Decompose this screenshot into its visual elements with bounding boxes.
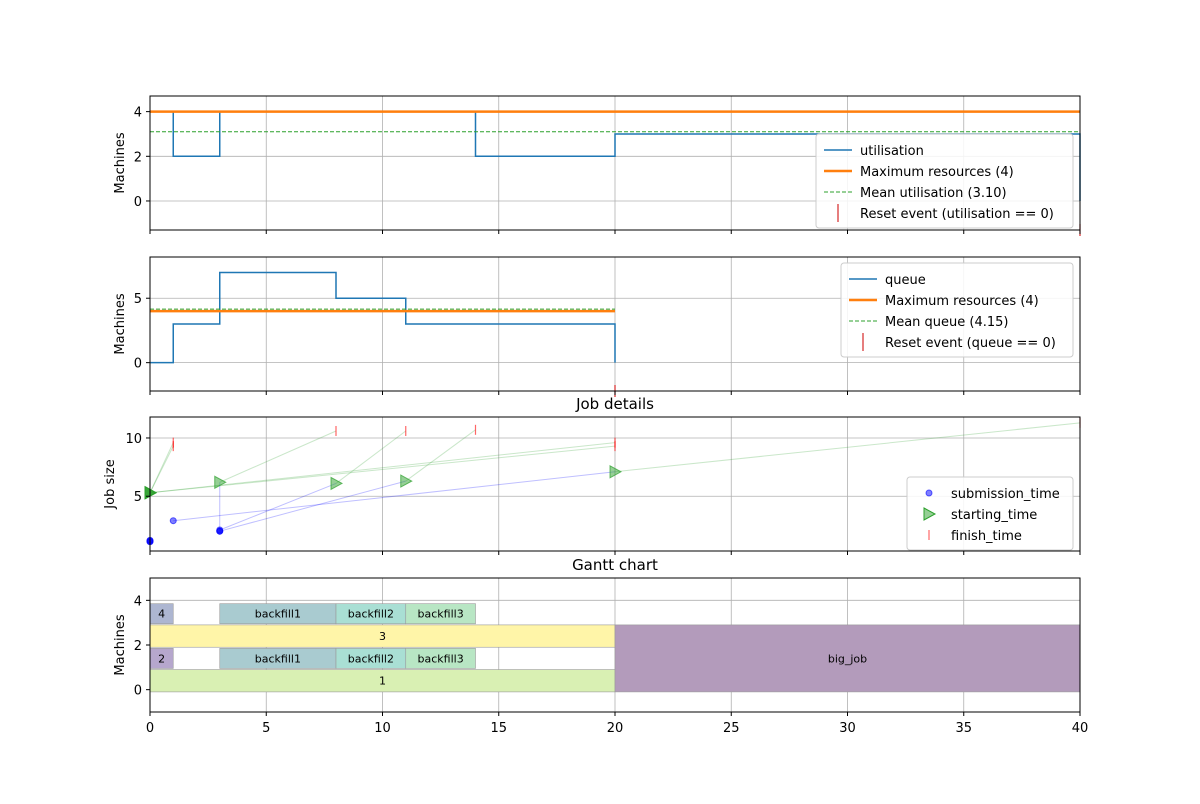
y-axis-label: Job size: [103, 459, 118, 509]
series-line-queue: [150, 271, 616, 364]
gantt-bar-label: 2: [158, 652, 165, 665]
starting-point: [609, 464, 623, 479]
submission-point: [216, 527, 224, 535]
x-tick-label: 10: [374, 721, 391, 736]
legend-entry: finish_time: [928, 529, 1022, 544]
x-tick-label: 35: [955, 721, 972, 736]
y-axis-label: Machines: [113, 293, 128, 354]
gantt-bar-label: 1: [379, 675, 386, 688]
run-connector: [149, 445, 174, 493]
legend-entry: Mean queue (4.15): [849, 315, 1009, 330]
y-tick-label: 4: [134, 594, 142, 609]
legend-box: [906, 476, 1074, 551]
x-tick-label: 30: [839, 721, 856, 736]
y-tick-label: 5: [134, 292, 142, 307]
legend-entry: starting_time: [923, 507, 1037, 523]
gantt-bar-label: 3: [379, 630, 386, 643]
y-tick-label: 2: [134, 150, 142, 165]
y-tick-label: 0: [134, 195, 142, 210]
x-tick-label: 5: [262, 721, 270, 736]
legend-entry: Reset event (queue == 0): [862, 333, 1056, 351]
legend-entry: Mean utilisation (3.10): [824, 186, 1007, 201]
legend-entry: Reset event (utilisation == 0): [837, 204, 1054, 222]
y-tick-label: 4: [134, 106, 142, 121]
gantt-bar-label: backfill1: [255, 652, 301, 665]
legend-entry: queue: [849, 273, 926, 288]
starting-point: [400, 474, 413, 488]
axes-panel-2: 0 5 Machines queue Maximum resources (4) Mean…: [113, 256, 1081, 397]
submission-point: [169, 517, 177, 525]
starting-point: [330, 476, 344, 491]
legend-label: utilisation: [860, 144, 924, 159]
run-connector: [405, 429, 476, 482]
gantt-bar-label: backfill3: [418, 652, 464, 665]
gantt-bar-label: big_job: [828, 652, 867, 665]
wait-connector: [173, 471, 616, 522]
y-tick-label: 2: [134, 639, 142, 654]
y-tick-label: 5: [134, 490, 142, 505]
legend-label: starting_time: [951, 508, 1037, 523]
legend-label: submission_time: [951, 487, 1060, 502]
y-axis-label: Machines: [113, 132, 128, 193]
x-tick-label: 15: [490, 721, 507, 736]
y-axis-label: Machines: [113, 614, 128, 675]
legend-entry: Maximum resources (4): [824, 165, 1014, 180]
gantt-bar-label: backfill2: [348, 608, 394, 621]
run-connector: [149, 442, 174, 493]
y-tick-label: 10: [125, 432, 142, 447]
wait-connector: [219, 482, 337, 531]
legend-label: Maximum resources (4): [860, 165, 1014, 180]
x-tick-label: 25: [723, 721, 740, 736]
legend-box: [840, 262, 1074, 358]
axes-panel-4: 1 2 backfill1 backfill2 backfill3 3 4 backfill1…: [113, 556, 1088, 736]
legend-label: Mean utilisation (3.10): [860, 186, 1007, 201]
legend-label: Reset event (queue == 0): [885, 336, 1056, 351]
run-connector: [614, 422, 1081, 473]
run-connector: [149, 442, 616, 494]
panel-title: Gantt chart: [572, 556, 658, 574]
gantt-bar-backfill3: [405, 648, 476, 669]
legend-entry: submission_time: [925, 487, 1060, 502]
gantt-bar-backfill3: [405, 603, 476, 625]
x-tick-label: 40: [1072, 721, 1089, 736]
wait-connector: [219, 480, 406, 532]
gantt-bar-label: backfill1: [255, 608, 301, 621]
gantt-bar-label: backfill3: [418, 608, 464, 621]
x-tick-label: 20: [607, 721, 624, 736]
y-tick-label: 0: [134, 357, 142, 372]
legend-label: Maximum resources (4): [885, 294, 1039, 309]
run-connector: [219, 430, 337, 483]
x-tick-label: 0: [146, 721, 154, 736]
legend-label: finish_time: [951, 529, 1022, 544]
legend-entry: utilisation: [824, 144, 924, 159]
legend-label: Mean queue (4.15): [885, 315, 1009, 330]
y-tick-label: 0: [134, 684, 142, 699]
starting-point: [214, 475, 227, 490]
panel-title: Job details: [575, 395, 654, 413]
legend-marker-starting: [923, 507, 937, 521]
legend-label: Reset event (utilisation == 0): [860, 207, 1054, 222]
run-connector: [149, 445, 616, 494]
legend-label: queue: [885, 273, 926, 288]
axes-panel-3: 5 10 Job size Job details submission_timesta…: [103, 395, 1081, 555]
gantt-bar-label: backfill2: [348, 652, 394, 665]
legend-entry: Maximum resources (4): [849, 294, 1039, 309]
legend-box: [815, 133, 1074, 229]
axes-panel-1: 0 2 4 Machines utilisation Maximum resources …: [113, 95, 1081, 236]
gantt-bar-label: 4: [158, 608, 165, 621]
run-connector: [335, 430, 407, 484]
legend-marker-submission: [925, 489, 933, 497]
